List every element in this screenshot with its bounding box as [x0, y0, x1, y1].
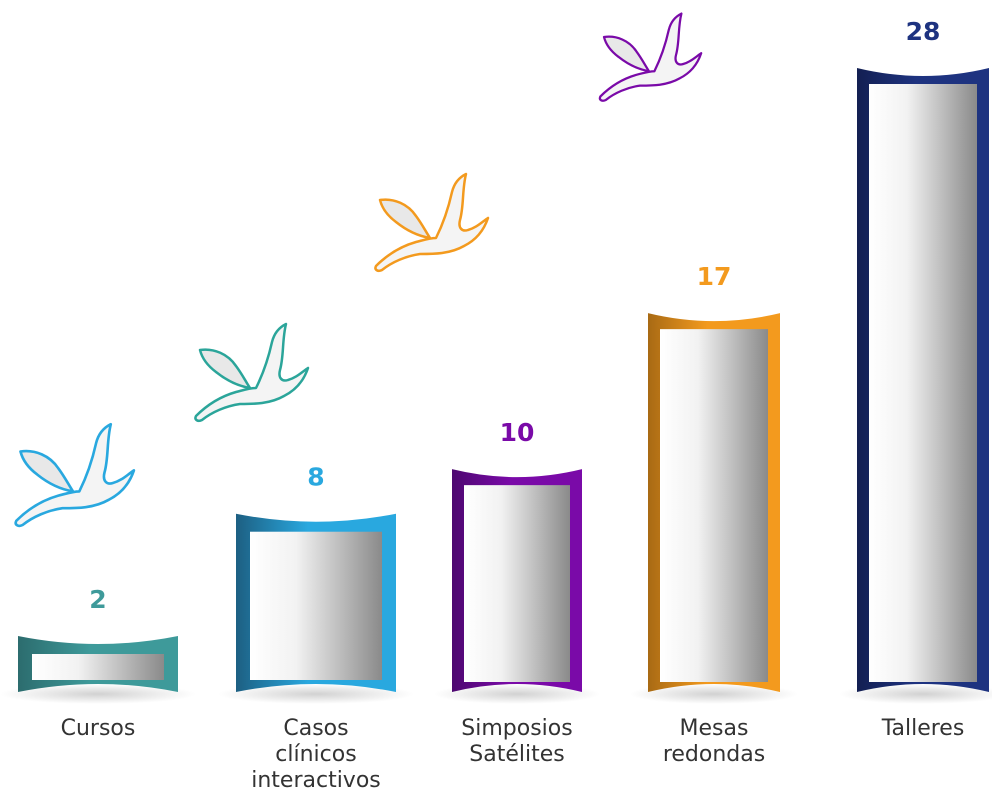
- value-label: 8: [307, 463, 324, 492]
- category-label-line: Cursos: [61, 716, 136, 741]
- bird-body: [598, 12, 703, 102]
- bird-body: [14, 422, 136, 528]
- category-label-line: Casos: [283, 716, 348, 741]
- bar-inner: [250, 531, 382, 680]
- bar: [0, 636, 196, 704]
- value-label: 10: [500, 418, 535, 447]
- bird-wing: [19, 449, 75, 493]
- bar-shadow: [218, 684, 414, 704]
- bar: [630, 313, 798, 704]
- bird-icon: [194, 322, 310, 423]
- decorative-birds: [14, 12, 703, 528]
- bird-body: [194, 322, 310, 423]
- bar-inner: [32, 654, 164, 680]
- bar-inner: [869, 84, 977, 682]
- category-label-line: Mesas: [680, 716, 749, 741]
- category-label: Simposios Satélites: [461, 716, 572, 767]
- value-label: 17: [697, 262, 732, 291]
- bird-body: [374, 172, 490, 273]
- bar-inner: [660, 329, 768, 682]
- category-label: Talleres: [881, 716, 965, 741]
- bird-icon: [14, 422, 136, 528]
- category-label-line: Simposios: [461, 716, 572, 741]
- bar: [434, 469, 600, 704]
- bar-inner: [464, 485, 570, 682]
- category-label: Casos clínicos interactivos: [251, 716, 381, 793]
- bars: [0, 68, 992, 704]
- bar-shadow: [434, 684, 600, 704]
- category-label-line: Satélites: [469, 742, 564, 767]
- bird-icon: [598, 12, 703, 102]
- category-label-line: clínicos: [275, 742, 356, 767]
- bird-icon: [374, 172, 490, 273]
- bird-wing: [378, 198, 432, 240]
- bird-wing: [602, 35, 651, 73]
- category-label: Mesas redondas: [663, 716, 765, 767]
- value-label: 28: [906, 17, 941, 46]
- bar-shadow: [630, 684, 798, 704]
- category-label: Cursos: [61, 716, 136, 741]
- bar: [839, 68, 992, 704]
- bar-shadow: [0, 684, 196, 704]
- bar: [218, 513, 414, 704]
- category-label-line: Talleres: [881, 716, 965, 741]
- value-label: 2: [89, 585, 106, 614]
- category-label-line: redondas: [663, 742, 765, 767]
- bar-shadow: [839, 684, 992, 704]
- labels: 2 Cursos 8 Casos clínicos interactivos 10 Simpo…: [61, 17, 965, 793]
- category-label-line: interactivos: [251, 768, 381, 793]
- bird-wing: [198, 348, 252, 390]
